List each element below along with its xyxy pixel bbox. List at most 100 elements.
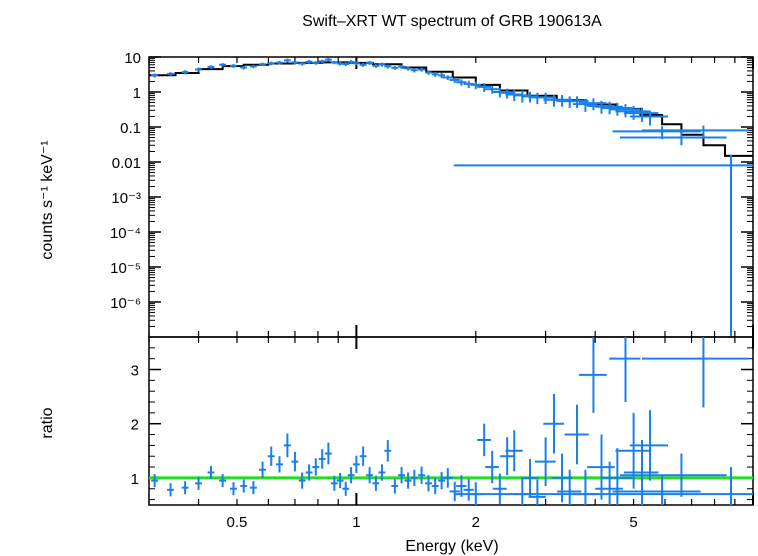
ratio-y-tick-label: 1: [131, 471, 139, 488]
spectrum-data-point: [477, 83, 491, 92]
ratio-data-point: [240, 479, 248, 493]
ratio-data-point: [612, 475, 701, 505]
ratio-data-point: [398, 467, 405, 484]
x-tick-label: 5: [629, 514, 637, 531]
spectrum-data-point: [410, 68, 418, 73]
spectrum-data-point: [298, 61, 306, 66]
y-tick-label: 1: [133, 85, 141, 102]
spectrum-marks: [149, 57, 753, 337]
spectrum-panel: 10 1 0.1 0.01 10⁻³ 10⁻⁴ 10⁻⁵ 10⁻⁶: [110, 50, 754, 338]
ratio-data-point: [619, 453, 727, 497]
y-tick-label: 10⁻⁶: [110, 295, 141, 312]
ratio-data-point: [391, 478, 399, 494]
ratio-data-point: [267, 446, 275, 466]
ratio-data-point: [579, 337, 607, 413]
ratio-data-point: [312, 458, 320, 476]
bottom-panel-ylabel: ratio: [39, 407, 56, 438]
y-tick-label: 0.1: [120, 120, 141, 137]
y-tick-label: 10: [124, 50, 141, 67]
ratio-data-point: [219, 474, 227, 488]
spectrum-data-point: [181, 70, 189, 75]
x-axis-label: Energy (keV): [405, 538, 498, 555]
y-tick-label: 10⁻⁵: [110, 260, 141, 277]
spectrum-data-point: [167, 72, 174, 76]
spectrum-data-point: [312, 61, 320, 65]
ratio-data-point: [500, 437, 514, 476]
ratio-marks: [149, 337, 753, 505]
ratio-data-point: [167, 483, 174, 497]
ratio-data-point: [276, 456, 283, 473]
spectrum-data-point: [330, 60, 338, 65]
ratio-data-point: [283, 433, 291, 458]
ratio-data-point: [378, 464, 386, 481]
spectrum-data-point: [418, 67, 425, 72]
ratio-data-point: [528, 479, 546, 505]
ratio-data-point: [352, 455, 360, 474]
spectrum-data-point: [398, 64, 405, 69]
spectrum-data-point: [324, 57, 332, 62]
x-tick-label: 1: [352, 514, 360, 531]
ratio-data-point: [230, 482, 237, 496]
spectrum-data-point: [259, 62, 266, 67]
ratio-data-point: [425, 475, 432, 492]
ratio-data-point: [609, 337, 641, 403]
ratio-data-point: [595, 461, 623, 505]
y-tick-label: 10⁻³: [111, 190, 141, 207]
spectrum-data-point: [456, 79, 467, 86]
ratio-data-point: [151, 474, 159, 488]
spectrum-data-point: [318, 59, 326, 64]
spectrum-data-point: [195, 67, 202, 72]
ratio-data-point: [259, 461, 266, 478]
spectrum-data-point: [629, 110, 668, 126]
spectrum-data-point: [449, 77, 460, 84]
spectrum-data-point: [391, 66, 399, 70]
spectrum-data-point: [425, 70, 432, 75]
spectrum-data-point: [283, 58, 291, 63]
ratio-data-point: [543, 393, 565, 454]
ratio-data-point: [181, 481, 189, 495]
spectrum-data-point: [359, 62, 367, 67]
ratio-data-point: [207, 465, 215, 479]
ratio-data-point: [318, 449, 326, 469]
spectrum-data-point: [378, 62, 386, 67]
x-tick-label: 2: [472, 514, 480, 531]
spectrum-data-point: [219, 63, 227, 67]
spectrum-data-point: [619, 132, 727, 146]
y-tick-label: 0.01: [112, 155, 141, 172]
spectrum-data-point: [642, 125, 749, 138]
ratio-data-point: [347, 467, 355, 484]
ratio-data-point: [442, 468, 453, 488]
spectrum-data-point: [151, 73, 159, 78]
spectrum-data-point: [249, 64, 257, 69]
ratio-data-point: [485, 450, 499, 484]
ratio-data-point: [557, 469, 582, 505]
ratio-data-point: [305, 464, 313, 481]
spectrum-data-point: [534, 92, 556, 105]
ratio-data-point: [642, 337, 749, 408]
ratio-data-point: [359, 446, 367, 466]
ratio-data-point: [342, 481, 350, 496]
ratio-data-point: [623, 439, 659, 505]
spectrum-data-point: [453, 154, 753, 337]
ratio-frame: [148, 336, 754, 506]
ratio-data-point: [431, 477, 439, 495]
spectrum-data-point: [267, 61, 275, 66]
ratio-data-point: [418, 466, 425, 484]
spectrum-data-point: [623, 107, 659, 122]
x-tick-label: 0.5: [227, 514, 248, 531]
ratio-data-point: [521, 458, 539, 497]
spectrum-data-point: [442, 75, 453, 81]
ratio-data-point: [629, 410, 668, 481]
y-tick-label: 10⁻⁴: [110, 225, 141, 242]
ratio-data-point: [534, 437, 556, 487]
ratio-y-tick-label: 3: [131, 363, 139, 380]
spectrum-data-point: [352, 61, 360, 66]
ratio-data-point: [330, 475, 338, 491]
ratio-data-point: [410, 469, 418, 487]
ratio-data-point: [477, 423, 491, 457]
ratio-data-point: [601, 448, 633, 505]
spectrum-data-point: [347, 60, 355, 65]
ratio-data-point: [463, 478, 474, 501]
ratio-data-point: [438, 471, 446, 490]
spectrum-data-point: [528, 92, 546, 105]
